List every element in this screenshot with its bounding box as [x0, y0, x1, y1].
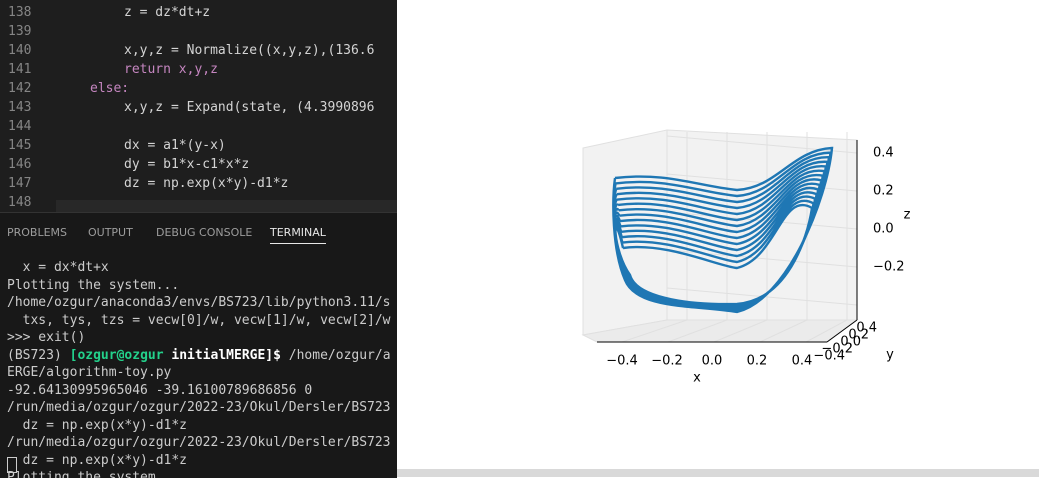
code-text: x,y,z = Expand(state, (4.3990896 [124, 100, 375, 115]
z-tick-label: 0.0 [873, 222, 894, 237]
terminal-text: /home/ozgur/anaconda3/envs/BS723/lib/pyt… [7, 295, 391, 310]
code-text: dz = np.exp(x*y)-d1*z [124, 176, 289, 191]
panel-tab[interactable]: DEBUG CONSOLE [156, 226, 253, 239]
pane-grid [805, 132, 848, 343]
terminal-line: ERGE/algorithm-toy.py [7, 364, 171, 381]
panel-tab[interactable]: PROBLEMS [7, 226, 68, 239]
x-tick-label: −0.2 [651, 354, 683, 369]
terminal-text: /home/ozgur/a [280, 347, 391, 363]
terminal-panel: PROBLEMS OUTPUT DEBUG CONSOLE TERMINAL x = … [0, 212, 397, 478]
code-editor: 138 z = dz*dt+z 139 140 x,y,z = Normalize((x… [0, 0, 397, 212]
terminal-text: (BS723) [7, 347, 70, 363]
z-tick-label: 0.4 [873, 146, 894, 161]
code-line: 144 [0, 117, 397, 136]
terminal-text: dz = np.exp(x*y)-d1*z [7, 417, 188, 433]
pane-grid [621, 132, 688, 343]
status-bar [397, 469, 1039, 477]
terminal-text: Plotting the system... [7, 277, 180, 293]
axis-line [597, 140, 858, 343]
code-line: 141 return x,y,z [0, 60, 397, 79]
code-line: 143 x,y,z = Expand(state, (4.3990896 [0, 98, 397, 117]
y-tick-label: 0.4 [856, 321, 877, 336]
z-axis-label: z [904, 208, 911, 223]
code-line: 147 dz = np.exp(x*y)-d1*z [0, 174, 397, 193]
x-tick-label: 0.4 [792, 354, 813, 369]
terminal-line: x = dx*dt+x [7, 259, 109, 276]
terminal-line: (BS723) [ozgur@ozgur initialMERGE]$ /hom… [7, 347, 391, 364]
line-number: 148 [8, 195, 32, 210]
line-number: 145 [8, 138, 32, 153]
panel-tab[interactable]: TERMINAL [270, 226, 326, 244]
y-tick-label: 0.2 [848, 328, 869, 343]
line-number: 144 [8, 119, 32, 134]
terminal-text: dz = np.exp(x*y)-d1*z [7, 452, 188, 468]
terminal-text: >>> exit() [7, 330, 86, 345]
line-number: 138 [8, 5, 32, 20]
x-tick-label: −0.4 [606, 354, 638, 369]
terminal-line: /home/ozgur/anaconda3/envs/BS723/lib/pyt… [7, 294, 391, 311]
code-line: 145 dx = a1*(y-x) [0, 136, 397, 155]
cursor [7, 457, 17, 473]
y-axis-label: y [886, 348, 894, 363]
terminal-text: /run/media/ozgur/ozgur/2022-23/Okul/Ders… [7, 400, 391, 415]
line-number: 139 [8, 24, 32, 39]
y-tick-label: −0.4 [813, 349, 845, 364]
terminal-line: dz = np.exp(x*y)-d1*z [7, 417, 187, 434]
pane-grid [666, 135, 858, 154]
z-tick-label: −0.2 [873, 260, 905, 275]
code-text: return x,y,z [124, 62, 218, 77]
terminal-text: initialMERGE]$ [171, 347, 281, 363]
y-tick-label: 0.0 [840, 335, 861, 350]
code-text: z = dz*dt+z [124, 5, 211, 20]
x-tick-label: 0.2 [747, 354, 768, 369]
line-number: 140 [8, 43, 32, 58]
pane-grid [759, 132, 808, 343]
terminal-line: Plotting the system... [7, 469, 179, 478]
terminal-line: /run/media/ozgur/ozgur/2022-23/Okul/Ders… [7, 434, 391, 451]
terminal-text: x = dx*dt+x [7, 260, 109, 275]
current-line [56, 200, 397, 212]
plot: −0.4 −0.2 0.0 0.2 0.40.40.20.0−0.20.40.20.0−… [397, 129, 1039, 477]
plot-window: −0.4 −0.2 0.0 0.2 0.4 0.4 0.2 0.0 −0.2 0.4 0.2 0.0−… [397, 0, 1039, 477]
code-text: x,y,z = Normalize((x,y,z),(136.6 [124, 43, 375, 58]
z-tick-label: 0.2 [873, 184, 894, 199]
line-number: 141 [8, 62, 32, 77]
code-text: else: [90, 81, 130, 96]
terminal-line: >>> exit() [7, 329, 85, 346]
terminal-line: txs, tys, tzs = vecw[0]/w, vecw[1]/w, ve… [7, 312, 391, 329]
terminal-line: dz = np.exp(x*y)-d1*z [7, 452, 187, 469]
panel-tab[interactable]: OUTPUT [88, 226, 133, 239]
terminal-line: -92.64130995965046 -39.16100789686856 0 [7, 382, 312, 399]
code-text: dy = b1*x-c1*x*z [124, 157, 250, 172]
terminal-text: [ozgur@ozgur [69, 347, 172, 363]
code-line: 142 else: [0, 79, 397, 98]
line-number: 143 [8, 100, 32, 115]
code-line: 140 x,y,z = Normalize((x,y,z),(136.6 [0, 41, 397, 60]
terminal-text: Plotting the system... [7, 470, 180, 478]
x-axis-label: x [693, 371, 701, 386]
line-number: 142 [8, 81, 32, 96]
code-line: 148 [0, 193, 397, 212]
terminal-line: Plotting the system... [7, 277, 179, 294]
code-line: 138 z = dz*dt+z [0, 3, 397, 22]
terminal-text: ERGE/algorithm-toy.py [7, 365, 172, 380]
line-number: 147 [8, 176, 32, 191]
terminal-text: txs, tys, tzs = vecw[0]/w, vecw[1]/w, ve… [7, 312, 391, 328]
line-number: 146 [8, 157, 32, 172]
terminal-text: /run/media/ozgur/ozgur/2022-23/Okul/Ders… [7, 435, 391, 450]
x-tick-label: 0.0 [702, 354, 723, 369]
terminal-text: -92.64130995965046 -39.16100789686856 0 [7, 382, 313, 398]
terminal-line: /run/media/ozgur/ozgur/2022-23/Okul/Ders… [7, 399, 391, 416]
code-line: 146 dy = b1*x-c1*x*z [0, 155, 397, 174]
y-tick-label: −0.2 [821, 342, 853, 357]
code-text: dx = a1*(y-x) [124, 138, 226, 153]
attractor-curve [612, 146, 834, 314]
code-line: 139 [0, 22, 397, 41]
